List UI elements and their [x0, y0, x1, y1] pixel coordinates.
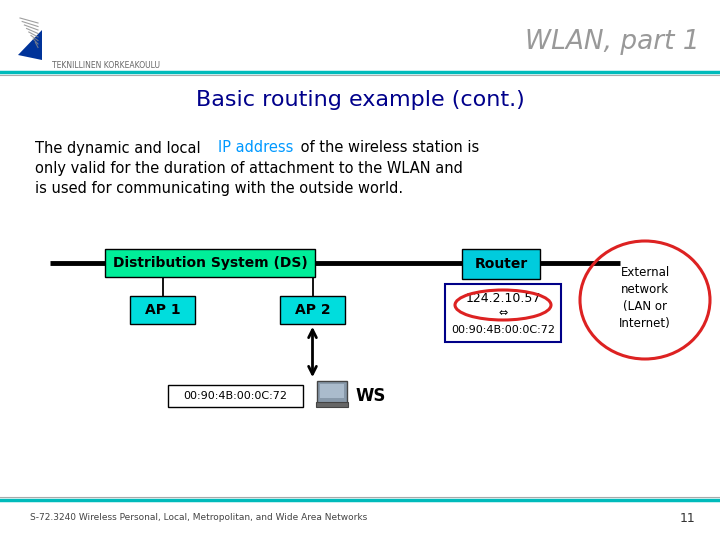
Text: 00:90:4B:00:0C:72: 00:90:4B:00:0C:72	[451, 325, 555, 335]
FancyBboxPatch shape	[445, 284, 561, 342]
Text: TEKNILLINEN KORKEAKOULU: TEKNILLINEN KORKEAKOULU	[52, 60, 160, 70]
FancyBboxPatch shape	[105, 249, 315, 277]
Text: WLAN, part 1: WLAN, part 1	[526, 29, 700, 55]
Text: Router: Router	[474, 257, 528, 271]
Text: Basic routing example (cont.): Basic routing example (cont.)	[196, 90, 524, 110]
Text: only valid for the duration of attachment to the WLAN and: only valid for the duration of attachmen…	[35, 160, 463, 176]
Text: 00:90:4B:00:0C:72: 00:90:4B:00:0C:72	[183, 391, 287, 401]
Text: WS: WS	[356, 387, 386, 405]
FancyBboxPatch shape	[315, 402, 348, 407]
Text: The dynamic and local: The dynamic and local	[35, 140, 205, 156]
Text: 124.2.10.57: 124.2.10.57	[465, 292, 541, 305]
FancyBboxPatch shape	[280, 296, 345, 324]
FancyBboxPatch shape	[317, 381, 346, 403]
Text: ⇔: ⇔	[498, 308, 508, 318]
FancyBboxPatch shape	[130, 296, 195, 324]
Text: is used for communicating with the outside world.: is used for communicating with the outsi…	[35, 180, 403, 195]
FancyBboxPatch shape	[320, 384, 343, 398]
Text: AP 2: AP 2	[294, 303, 330, 317]
FancyBboxPatch shape	[168, 385, 302, 407]
Text: AP 1: AP 1	[145, 303, 180, 317]
Text: 11: 11	[679, 511, 695, 524]
Text: S-72.3240 Wireless Personal, Local, Metropolitan, and Wide Area Networks: S-72.3240 Wireless Personal, Local, Metr…	[30, 514, 367, 523]
Text: IP address: IP address	[218, 140, 293, 156]
Text: of the wireless station is: of the wireless station is	[296, 140, 480, 156]
Polygon shape	[18, 30, 42, 60]
FancyBboxPatch shape	[462, 249, 540, 279]
Text: Distribution System (DS): Distribution System (DS)	[112, 256, 307, 270]
Text: External
network
(LAN or
Internet): External network (LAN or Internet)	[619, 266, 671, 330]
